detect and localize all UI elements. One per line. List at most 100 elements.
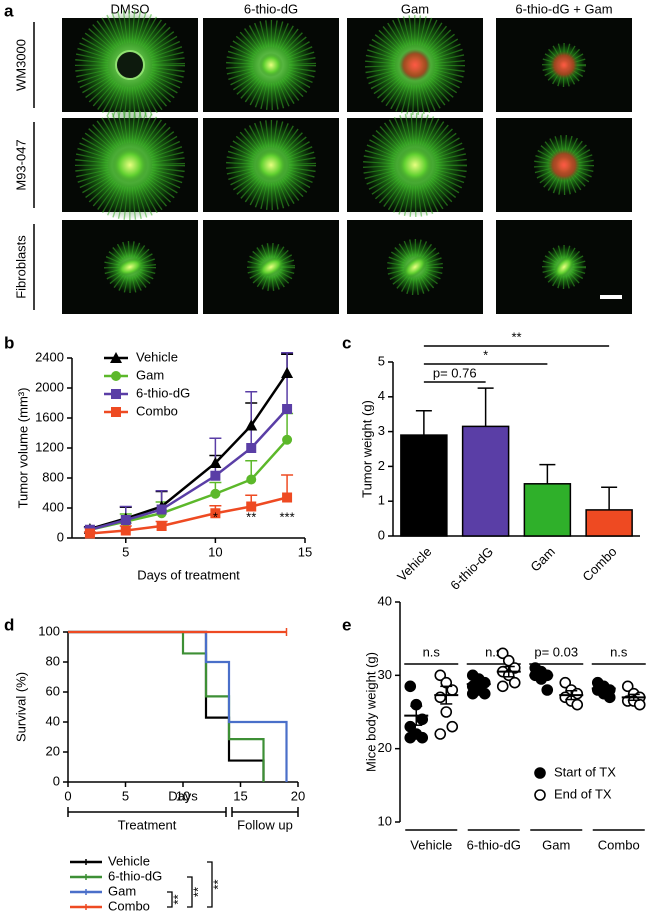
dead-cells [550,51,578,79]
significance-label: ** [511,329,521,344]
bar [523,483,572,537]
legend-label: Combo [136,403,178,418]
legend-marker [110,352,122,363]
row-label: M93-047 [13,139,28,190]
bar [461,425,510,537]
marker [209,457,222,468]
series-line [89,496,288,535]
panel-label: b [4,333,14,352]
y-tick-label: 800 [42,469,64,484]
spheroid-core [116,258,144,276]
y-tick-label: 0 [57,529,64,544]
x-axis-label: Days of treatment [137,567,240,582]
x-tick-label: 15 [233,788,247,803]
x-tick-label: 10 [208,544,222,559]
marker [210,508,221,519]
legend-marker [111,389,121,399]
row-label: Fibroblasts [13,235,28,299]
data-point [446,720,459,733]
y-tick-label: 2000 [35,379,64,394]
data-point [434,728,447,740]
legend-marker [111,407,121,417]
y-tick-label: 30 [378,667,392,682]
significance-label: ** [170,894,185,904]
legend-label: Combo [108,898,150,913]
dead-cells [399,49,431,81]
x-tick-label: 10 [176,788,190,803]
marker [246,443,257,453]
marker [282,492,293,503]
series-line [89,372,289,531]
y-tick-label: 100 [38,623,60,638]
data-point [633,698,646,711]
marker [246,501,257,512]
x-axis-label: Days [168,788,198,803]
significance-label: n.s [423,644,441,659]
annotation: *** [279,509,294,524]
phase-label: Treatment [118,817,177,832]
significance-bracket [207,861,213,908]
significance-label: p= 0.03 [534,644,578,659]
data-point [603,691,616,704]
data-point [621,680,634,693]
data-point [404,731,417,744]
survival-curve [68,630,265,782]
y-tick-label: 400 [42,499,64,514]
series-line [89,408,288,531]
marker [282,404,293,414]
y-tick-label: 1 [378,493,385,508]
annotation: * [213,509,218,524]
marker [156,504,167,515]
x-tick-label: 6-thio-dG [467,837,521,852]
y-tick-label: 80 [46,653,60,668]
data-point [416,713,429,726]
significance-label: p= 0.76 [433,365,477,380]
marker [210,488,221,499]
legend-label: 6-thio-dG [136,385,190,400]
spheroid-core [554,256,574,278]
x-tick-label: 6-thio-dG [447,544,496,593]
spheroid-core [112,147,148,183]
significance-bracket [167,891,173,908]
data-point [416,731,429,744]
spheroid-core [115,50,145,80]
y-tick-label: 0 [378,527,385,542]
x-tick-label: 5 [122,544,129,559]
x-tick-label: Vehicle [410,837,452,852]
x-tick-label: Combo [598,837,640,852]
y-tick-label: 40 [46,713,60,728]
legend-marker [111,371,121,381]
panel-label: c [342,333,351,352]
marker [246,474,257,485]
x-tick-label: 20 [291,788,305,803]
spheroid-core [397,147,433,183]
marker [245,419,258,431]
legend-label: Vehicle [136,349,178,364]
y-tick-label: 3 [378,423,385,438]
significance-label: ** [210,879,225,889]
data-point [434,691,447,704]
data-point [496,647,509,660]
data-point [502,654,515,667]
marker [120,515,131,525]
y-tick-label: 2 [378,458,385,473]
x-tick-label: Combo [579,544,619,584]
column-label: 6-thio-dG + Gam [515,1,612,16]
spheroid-core [259,53,283,77]
data-point [496,680,509,693]
x-tick-label: 5 [122,788,129,803]
significance-bracket [187,876,193,908]
data-point [541,684,554,696]
survival-curve [68,630,265,782]
y-axis-label: Tumor weight (g) [359,400,374,498]
marker [84,528,95,539]
marker [282,434,293,445]
bar [400,434,448,537]
data-point [559,676,572,689]
y-tick-label: 20 [46,743,60,758]
y-tick-label: 60 [46,683,60,698]
phase-label: Follow up [237,817,293,832]
data-point [440,706,453,718]
marker [281,367,294,378]
